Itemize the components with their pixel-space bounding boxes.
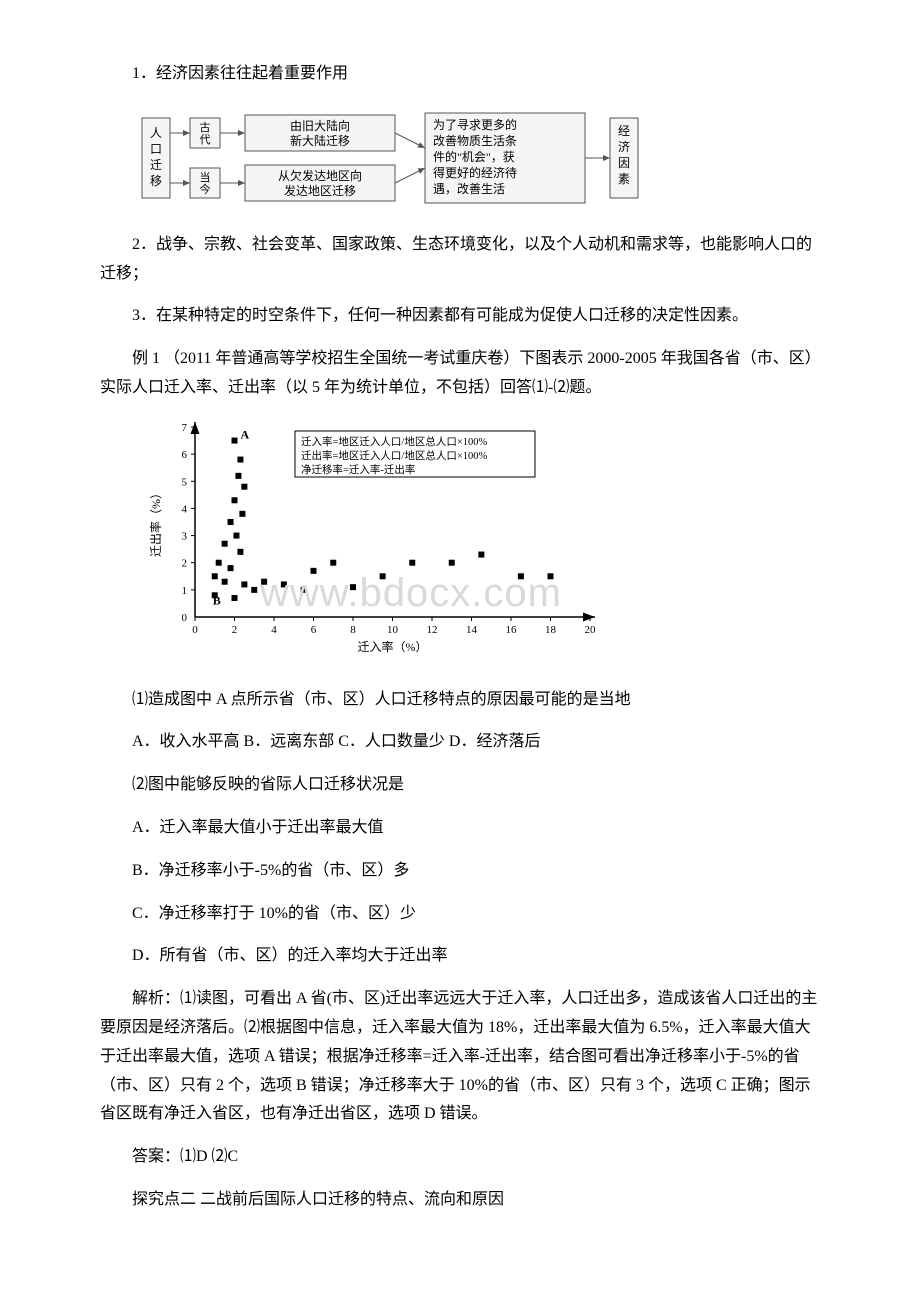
svg-text:因: 因 [618, 156, 630, 170]
left-box-text: 人 [150, 126, 162, 140]
svg-text:A: A [241, 427, 250, 441]
heading-3: 3．在某种特定的时空条件下，任何一种因素都有可能成为促使人口迁移的决定性因素。 [100, 302, 820, 331]
svg-text:经: 经 [618, 124, 630, 138]
svg-text:18: 18 [545, 624, 557, 636]
q2-opt-d: D．所有省（市、区）的迁入率均大于迁出率 [100, 942, 820, 971]
svg-text:20: 20 [585, 624, 597, 636]
svg-text:净迁移率=迁入率-迁出率: 净迁移率=迁入率-迁出率 [301, 463, 415, 476]
answer: 答案：⑴D ⑵C [100, 1143, 820, 1172]
svg-text:口: 口 [150, 142, 162, 156]
analysis: 解析：⑴读图，可看出 A 省(市、区)迁出率远远大于迁入率，人口迁出多，造成该省… [100, 985, 820, 1129]
svg-text:0: 0 [182, 612, 188, 624]
heading-1: 1．经济因素往往起着重要作用 [100, 60, 820, 89]
svg-text:由旧大陆向: 由旧大陆向 [290, 118, 350, 133]
svg-text:迁入率=地区迁入人口/地区总人口×100%: 迁入率=地区迁入人口/地区总人口×100% [301, 435, 488, 448]
heading-2: 2．战争、宗教、社会变革、国家政策、生态环境变化，以及个人动机和需求等，也能影响… [100, 231, 820, 289]
svg-text:迁入率（%）: 迁入率（%） [358, 639, 428, 654]
svg-text:6: 6 [182, 449, 188, 461]
q2-opt-c: C．净迁移率打于 10%的省（市、区）少 [100, 900, 820, 929]
svg-text:7: 7 [182, 422, 188, 434]
svg-text:12: 12 [427, 624, 438, 636]
q1-options: A．收入水平高 B．远离东部 C．人口数量少 D．经济落后 [100, 728, 820, 757]
svg-text:0: 0 [192, 624, 198, 636]
svg-text:新大陆迁移: 新大陆迁移 [290, 133, 350, 148]
svg-text:当: 当 [200, 170, 211, 184]
question-2: ⑵图中能够反映的省际人口迁移状况是 [100, 771, 820, 800]
q2-opt-b: B．净迁移率小于-5%的省（市、区）多 [100, 857, 820, 886]
scatter-chart: 0246810121416182012345670迁入率（%）迁出率（%）AB迁… [140, 417, 620, 668]
q2-opt-a: A．迁入率最大值小于迁出率最大值 [100, 814, 820, 843]
svg-text:遇，改善生活: 遇，改善生活 [433, 181, 505, 196]
svg-text:移: 移 [150, 174, 162, 188]
svg-text:改善物质生活条: 改善物质生活条 [433, 133, 517, 148]
svg-text:1: 1 [182, 585, 188, 597]
svg-text:件的"机会"，获: 件的"机会"，获 [433, 149, 515, 164]
svg-text:4: 4 [182, 503, 188, 515]
svg-text:16: 16 [506, 624, 518, 636]
svg-text:发达地区迁移: 发达地区迁移 [284, 183, 356, 198]
svg-text:10: 10 [387, 624, 399, 636]
svg-text:济: 济 [618, 139, 630, 154]
svg-text:代: 代 [200, 133, 211, 146]
svg-text:为了寻求更多的: 为了寻求更多的 [433, 117, 517, 132]
explore-heading: 探究点二 二战前后国际人口迁移的特点、流向和原因 [100, 1186, 820, 1215]
svg-text:古: 古 [200, 121, 211, 134]
svg-text:8: 8 [350, 624, 356, 636]
example-intro: 例 1 （2011 年普通高等学校招生全国统一考试重庆卷）下图表示 2000-2… [100, 345, 820, 403]
svg-text:素: 素 [618, 172, 630, 186]
svg-text:得更好的经济待: 得更好的经济待 [433, 165, 517, 180]
svg-text:迁出率=地区迁入人口/地区总人口×100%: 迁出率=地区迁入人口/地区总人口×100% [301, 449, 488, 462]
question-1: ⑴造成图中 A 点所示省（市、区）人口迁移特点的原因最可能的是当地 [100, 686, 820, 715]
svg-text:3: 3 [182, 530, 188, 542]
svg-text:迁: 迁 [150, 158, 162, 172]
flow-diagram: 人 口 迁 移 古 代 当 今 由旧大陆向 新大陆迁移 从欠发达地区向 发达地区… [140, 103, 680, 213]
svg-text:从欠发达地区向: 从欠发达地区向 [278, 168, 362, 183]
svg-text:2: 2 [232, 624, 238, 636]
svg-text:B: B [213, 593, 221, 607]
svg-text:5: 5 [182, 476, 188, 488]
svg-text:14: 14 [466, 624, 478, 636]
svg-text:今: 今 [200, 182, 211, 196]
svg-text:迁出率（%）: 迁出率（%） [148, 487, 163, 557]
svg-text:4: 4 [271, 624, 277, 636]
svg-text:6: 6 [311, 624, 317, 636]
svg-text:2: 2 [182, 557, 188, 569]
